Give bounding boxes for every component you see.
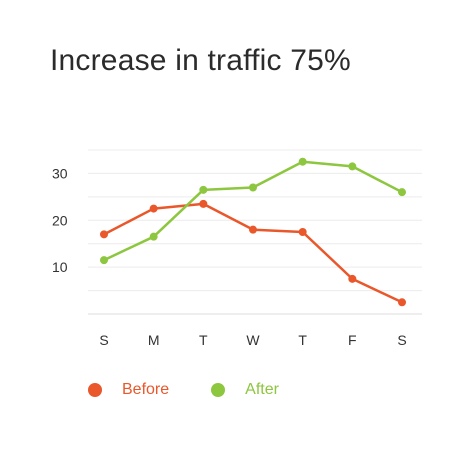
legend: Before After	[88, 381, 321, 399]
series-group	[100, 157, 406, 307]
y-tick-label: 10	[52, 259, 68, 275]
data-point-before	[249, 225, 257, 234]
x-tick-label: S	[397, 332, 406, 348]
x-tick-label: W	[246, 332, 260, 348]
y-tick-label: 30	[52, 165, 68, 181]
legend-item-after: After	[211, 381, 279, 399]
legend-marker-before	[88, 383, 102, 397]
data-point-after	[348, 162, 357, 171]
y-axis-labels: 10 20 30	[52, 165, 68, 275]
x-tick-label: M	[148, 332, 160, 348]
legend-label-after: After	[245, 381, 279, 398]
legend-item-before: Before	[88, 381, 169, 399]
chart-title: Increase in traffic 75%	[50, 44, 351, 77]
data-point-before	[398, 298, 406, 307]
x-tick-label: F	[348, 332, 357, 348]
data-point-after	[298, 157, 307, 166]
series-line-before	[102, 202, 404, 304]
data-point-before	[100, 230, 108, 239]
data-point-after	[149, 232, 158, 241]
legend-marker-after	[211, 383, 226, 397]
data-point-before	[199, 199, 208, 208]
x-tick-label: T	[199, 332, 208, 348]
data-point-after	[100, 256, 108, 265]
data-point-after	[249, 183, 257, 192]
y-tick-label: 20	[52, 212, 68, 228]
data-point-before	[149, 204, 158, 213]
x-tick-label: S	[99, 332, 108, 348]
data-point-before	[298, 228, 307, 236]
legend-label-before: Before	[122, 381, 170, 398]
data-point-after	[199, 185, 208, 194]
data-point-before	[348, 274, 357, 283]
x-tick-label: T	[298, 332, 307, 348]
data-point-after	[398, 188, 406, 197]
